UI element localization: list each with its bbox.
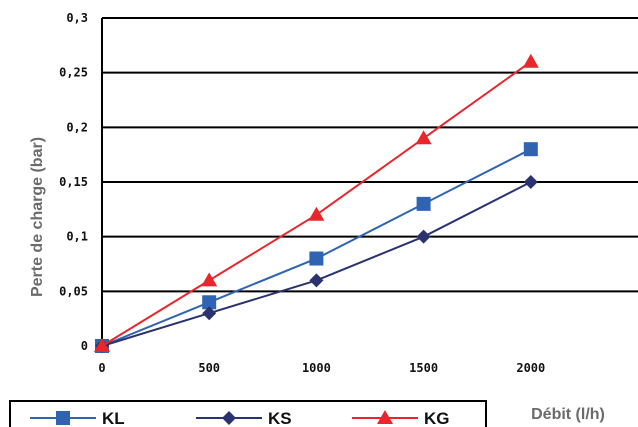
legend-label-kg: KG xyxy=(424,409,450,427)
marker-square xyxy=(523,142,538,157)
x-tick-label: 500 xyxy=(198,361,220,375)
y-tick-label: 0,25 xyxy=(59,66,88,80)
marker-square xyxy=(309,251,324,266)
marker-diamond xyxy=(222,411,236,425)
y-tick-label: 0 xyxy=(81,339,88,353)
x-tick-label: 1500 xyxy=(409,361,438,375)
y-tick-labels: 0 0,05 0,1 0,15 0,2 0,25 0,3 xyxy=(59,11,88,353)
marker-diamond xyxy=(202,306,217,321)
marker-triangle xyxy=(201,272,218,287)
y-axis-label: Perte de charge (bar) xyxy=(29,137,46,297)
legend: KL KS KG xyxy=(9,400,487,427)
gridlines xyxy=(101,17,638,347)
x-tick-label: 0 xyxy=(98,361,105,375)
marker-diamond xyxy=(416,229,431,244)
x-axis-label: Débit (l/h) xyxy=(531,406,605,423)
legend-label-ks: KS xyxy=(268,409,292,427)
y-tick-label: 0,1 xyxy=(66,230,88,244)
marker-triangle xyxy=(377,410,393,424)
legend-box xyxy=(9,400,487,427)
marker-diamond xyxy=(523,175,538,189)
y-tick-label: 0,3 xyxy=(66,11,88,25)
series-line-kg xyxy=(101,60,532,347)
y-tick-label: 0,05 xyxy=(59,284,88,298)
marker-triangle xyxy=(94,338,110,352)
marker-diamond xyxy=(309,273,324,288)
marker-triangle xyxy=(415,130,432,145)
x-tick-labels: 0 500 1000 1500 2000 xyxy=(98,361,545,375)
x-tick-label: 1000 xyxy=(302,361,331,375)
marker-square xyxy=(56,411,70,425)
marker-triangle xyxy=(522,53,539,68)
marker-square xyxy=(416,196,431,211)
y-tick-label: 0,15 xyxy=(59,175,88,189)
series-line-kl xyxy=(101,148,532,347)
y-tick-label: 0,2 xyxy=(66,120,88,134)
x-tick-label: 2000 xyxy=(516,361,545,375)
marker-triangle xyxy=(308,206,325,221)
series-group xyxy=(94,53,539,353)
legend-label-kl: KL xyxy=(102,409,125,427)
marker-square xyxy=(202,295,217,310)
